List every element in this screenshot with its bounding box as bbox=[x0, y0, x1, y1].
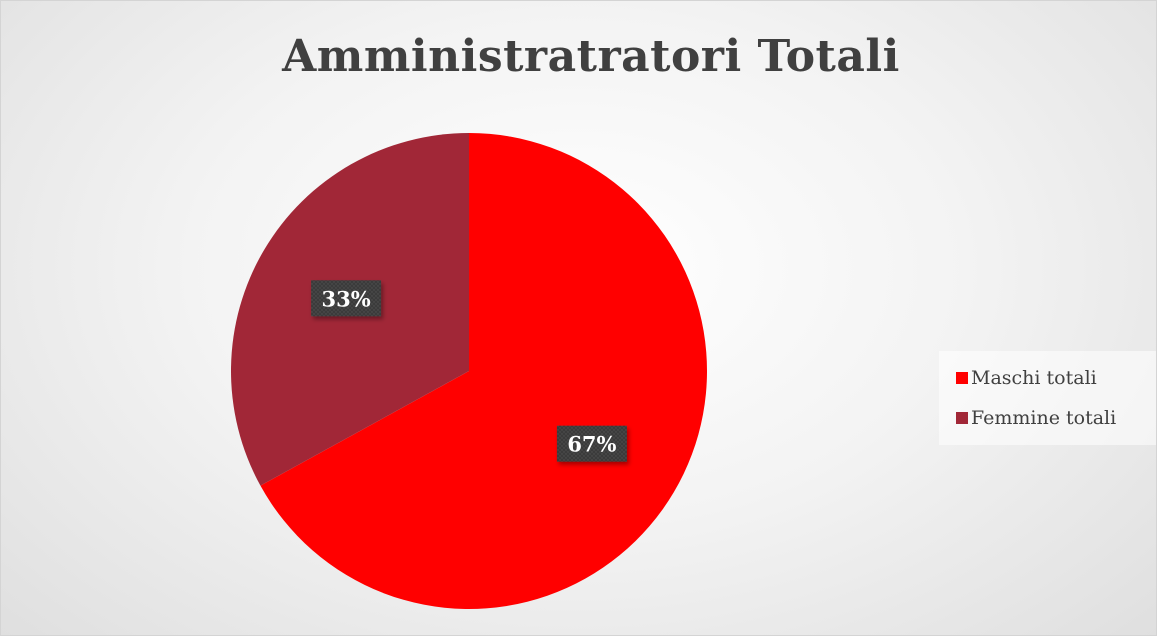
data-label-femmine-totali: 33% bbox=[311, 280, 382, 317]
legend-item-maschi: Maschi totali bbox=[939, 358, 1156, 398]
data-label-box bbox=[556, 425, 627, 462]
data-label-text: 33% bbox=[321, 286, 370, 311]
data-label-box bbox=[311, 280, 382, 317]
legend-label-maschi: Maschi totali bbox=[971, 367, 1097, 389]
pie-slices bbox=[230, 133, 707, 609]
legend-swatch-maschi bbox=[956, 372, 968, 384]
legend-item-femmine: Femmine totali bbox=[939, 398, 1156, 438]
pie-data-labels: 67% 33% bbox=[311, 280, 627, 462]
data-label-text: 67% bbox=[567, 432, 616, 457]
chart-legend: Maschi totali Femmine totali bbox=[939, 351, 1156, 445]
chart-title: Amministratratori Totali bbox=[282, 31, 900, 82]
data-label-maschi-totali: 67% bbox=[556, 425, 627, 462]
legend-swatch-femmine bbox=[956, 412, 968, 424]
legend-label-femmine: Femmine totali bbox=[971, 407, 1117, 429]
pie-slice-maschi-totali bbox=[260, 133, 707, 609]
